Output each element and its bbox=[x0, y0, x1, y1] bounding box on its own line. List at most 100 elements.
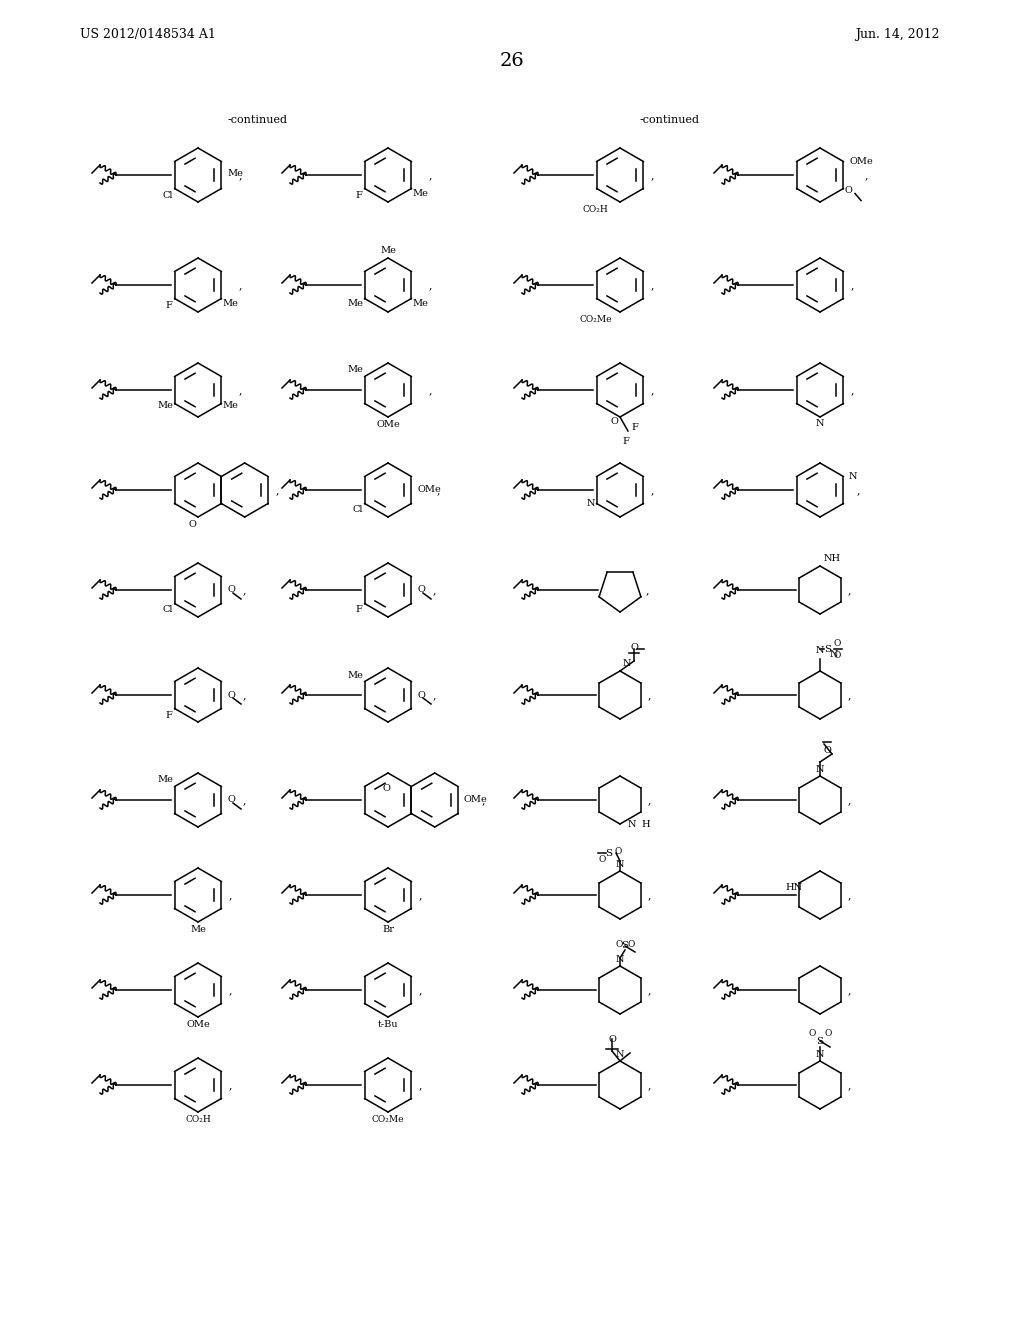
Text: ,: , bbox=[648, 795, 651, 805]
Text: ,: , bbox=[851, 280, 854, 290]
Text: ,: , bbox=[848, 985, 852, 995]
Text: ,: , bbox=[648, 1080, 651, 1090]
Text: CO₂Me: CO₂Me bbox=[372, 1115, 404, 1125]
Text: S: S bbox=[816, 1036, 823, 1045]
Text: CO₂H: CO₂H bbox=[185, 1115, 211, 1125]
Text: ,: , bbox=[648, 690, 651, 700]
Text: O: O bbox=[382, 784, 390, 793]
Text: N: N bbox=[830, 649, 839, 659]
Text: Cl: Cl bbox=[352, 506, 362, 515]
Text: Me: Me bbox=[348, 300, 364, 309]
Text: ,: , bbox=[651, 170, 654, 180]
Text: N: N bbox=[628, 820, 636, 829]
Text: O: O bbox=[614, 847, 622, 855]
Text: F: F bbox=[166, 710, 173, 719]
Text: F: F bbox=[631, 422, 638, 432]
Text: ,: , bbox=[848, 795, 852, 805]
Text: OMe: OMe bbox=[186, 1020, 210, 1030]
Text: O: O bbox=[824, 1028, 831, 1038]
Text: O: O bbox=[823, 746, 830, 755]
Text: ,: , bbox=[429, 280, 432, 290]
Text: Me: Me bbox=[158, 401, 174, 411]
Text: O: O bbox=[630, 643, 638, 652]
Text: ,: , bbox=[419, 890, 423, 900]
Text: Me: Me bbox=[190, 925, 206, 935]
Text: ,: , bbox=[857, 484, 860, 495]
Text: -continued: -continued bbox=[640, 115, 700, 125]
Text: F: F bbox=[623, 437, 630, 446]
Text: O: O bbox=[227, 690, 234, 700]
Text: t-Bu: t-Bu bbox=[378, 1020, 398, 1030]
Text: N: N bbox=[816, 766, 824, 774]
Text: N: N bbox=[816, 645, 824, 655]
Text: N: N bbox=[615, 954, 625, 964]
Text: Me: Me bbox=[380, 246, 396, 255]
Text: O: O bbox=[227, 796, 234, 804]
Text: ,: , bbox=[429, 385, 432, 395]
Text: ,: , bbox=[651, 484, 654, 495]
Text: O: O bbox=[845, 186, 852, 195]
Text: ,: , bbox=[419, 985, 423, 995]
Text: ,: , bbox=[651, 385, 654, 395]
Text: ,: , bbox=[275, 484, 280, 495]
Text: O: O bbox=[615, 940, 623, 949]
Text: NH: NH bbox=[824, 554, 841, 564]
Text: Jun. 14, 2012: Jun. 14, 2012 bbox=[855, 28, 940, 41]
Text: Me: Me bbox=[413, 190, 428, 198]
Text: O: O bbox=[599, 854, 606, 863]
Text: ,: , bbox=[851, 385, 854, 395]
Text: ,: , bbox=[848, 690, 852, 700]
Text: S: S bbox=[824, 644, 831, 653]
Text: -continued: -continued bbox=[228, 115, 288, 125]
Text: ,: , bbox=[848, 1080, 852, 1090]
Text: O: O bbox=[834, 651, 842, 660]
Text: Me: Me bbox=[413, 300, 428, 309]
Text: OMe: OMe bbox=[849, 157, 872, 166]
Text: Me: Me bbox=[158, 776, 174, 784]
Text: ,: , bbox=[243, 690, 247, 700]
Text: ,: , bbox=[433, 690, 436, 700]
Text: Me: Me bbox=[222, 401, 239, 411]
Text: H: H bbox=[642, 820, 650, 829]
Text: HN: HN bbox=[785, 883, 803, 892]
Text: ,: , bbox=[239, 280, 243, 290]
Text: F: F bbox=[166, 301, 173, 309]
Text: N: N bbox=[623, 659, 632, 668]
Text: F: F bbox=[355, 190, 362, 199]
Text: ,: , bbox=[437, 484, 440, 495]
Text: OMe: OMe bbox=[376, 420, 400, 429]
Text: ,: , bbox=[481, 795, 485, 805]
Text: Cl: Cl bbox=[162, 606, 173, 615]
Text: O: O bbox=[188, 520, 197, 529]
Text: O: O bbox=[227, 586, 234, 594]
Text: ,: , bbox=[229, 1080, 232, 1090]
Text: O: O bbox=[628, 940, 635, 949]
Text: ,: , bbox=[229, 985, 232, 995]
Text: F: F bbox=[355, 606, 362, 615]
Text: ,: , bbox=[651, 280, 654, 290]
Text: N: N bbox=[816, 418, 824, 428]
Text: O: O bbox=[610, 417, 618, 425]
Text: N: N bbox=[849, 473, 857, 480]
Text: ,: , bbox=[243, 795, 247, 805]
Text: ,: , bbox=[848, 585, 852, 595]
Text: CO₂H: CO₂H bbox=[583, 205, 608, 214]
Text: ,: , bbox=[429, 170, 432, 180]
Text: N: N bbox=[816, 1049, 824, 1059]
Text: O: O bbox=[834, 639, 842, 648]
Text: ,: , bbox=[848, 890, 852, 900]
Text: S: S bbox=[605, 849, 612, 858]
Text: O: O bbox=[608, 1035, 616, 1044]
Text: ,: , bbox=[648, 985, 651, 995]
Text: S: S bbox=[622, 941, 629, 950]
Text: N: N bbox=[615, 861, 625, 869]
Text: ,: , bbox=[419, 1080, 423, 1090]
Text: CO₂Me: CO₂Me bbox=[580, 315, 612, 323]
Text: N: N bbox=[586, 499, 595, 508]
Text: Me: Me bbox=[348, 671, 364, 680]
Text: ,: , bbox=[239, 170, 243, 180]
Text: 26: 26 bbox=[500, 51, 524, 70]
Text: Me: Me bbox=[222, 300, 239, 309]
Text: O: O bbox=[417, 586, 425, 594]
Text: O: O bbox=[417, 690, 425, 700]
